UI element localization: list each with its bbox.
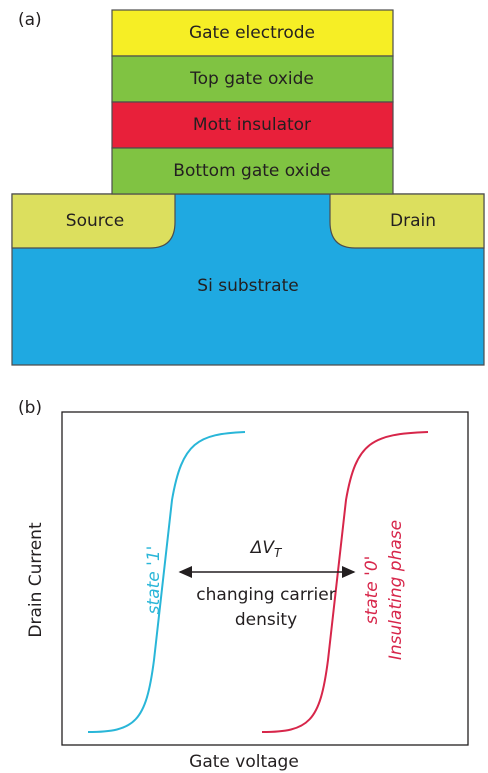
arrow-label: changing carrier bbox=[196, 585, 335, 605]
drain-label: Drain bbox=[390, 211, 436, 231]
panel-label: (a) bbox=[18, 10, 42, 30]
figure: (a) Gate electrode Top gate oxide Mott i… bbox=[0, 0, 488, 773]
curve-state-1 bbox=[88, 432, 245, 732]
plot-frame bbox=[62, 412, 468, 745]
arrow-label: density bbox=[235, 610, 297, 630]
layer-label: Mott insulator bbox=[193, 115, 311, 135]
layer-label: Bottom gate oxide bbox=[173, 161, 330, 181]
substrate-label: Si substrate bbox=[197, 276, 298, 296]
curve-0-label: Insulating phase bbox=[386, 520, 406, 660]
layer-label: Top gate oxide bbox=[189, 69, 314, 89]
curve-1-label: state '1' bbox=[144, 546, 164, 615]
delta-label: ΔVT bbox=[249, 538, 283, 560]
y-axis-label: Drain Current bbox=[26, 522, 46, 638]
panel-label: (b) bbox=[18, 398, 42, 418]
delta-subscript: T bbox=[274, 546, 283, 560]
x-axis-label: Gate voltage bbox=[189, 752, 299, 772]
delta-symbol: ΔV bbox=[249, 538, 276, 558]
device-cross-section bbox=[12, 10, 484, 365]
layer-label: Gate electrode bbox=[189, 23, 315, 43]
curve-0-label: state '0' bbox=[362, 556, 382, 625]
source-label: Source bbox=[66, 211, 124, 231]
